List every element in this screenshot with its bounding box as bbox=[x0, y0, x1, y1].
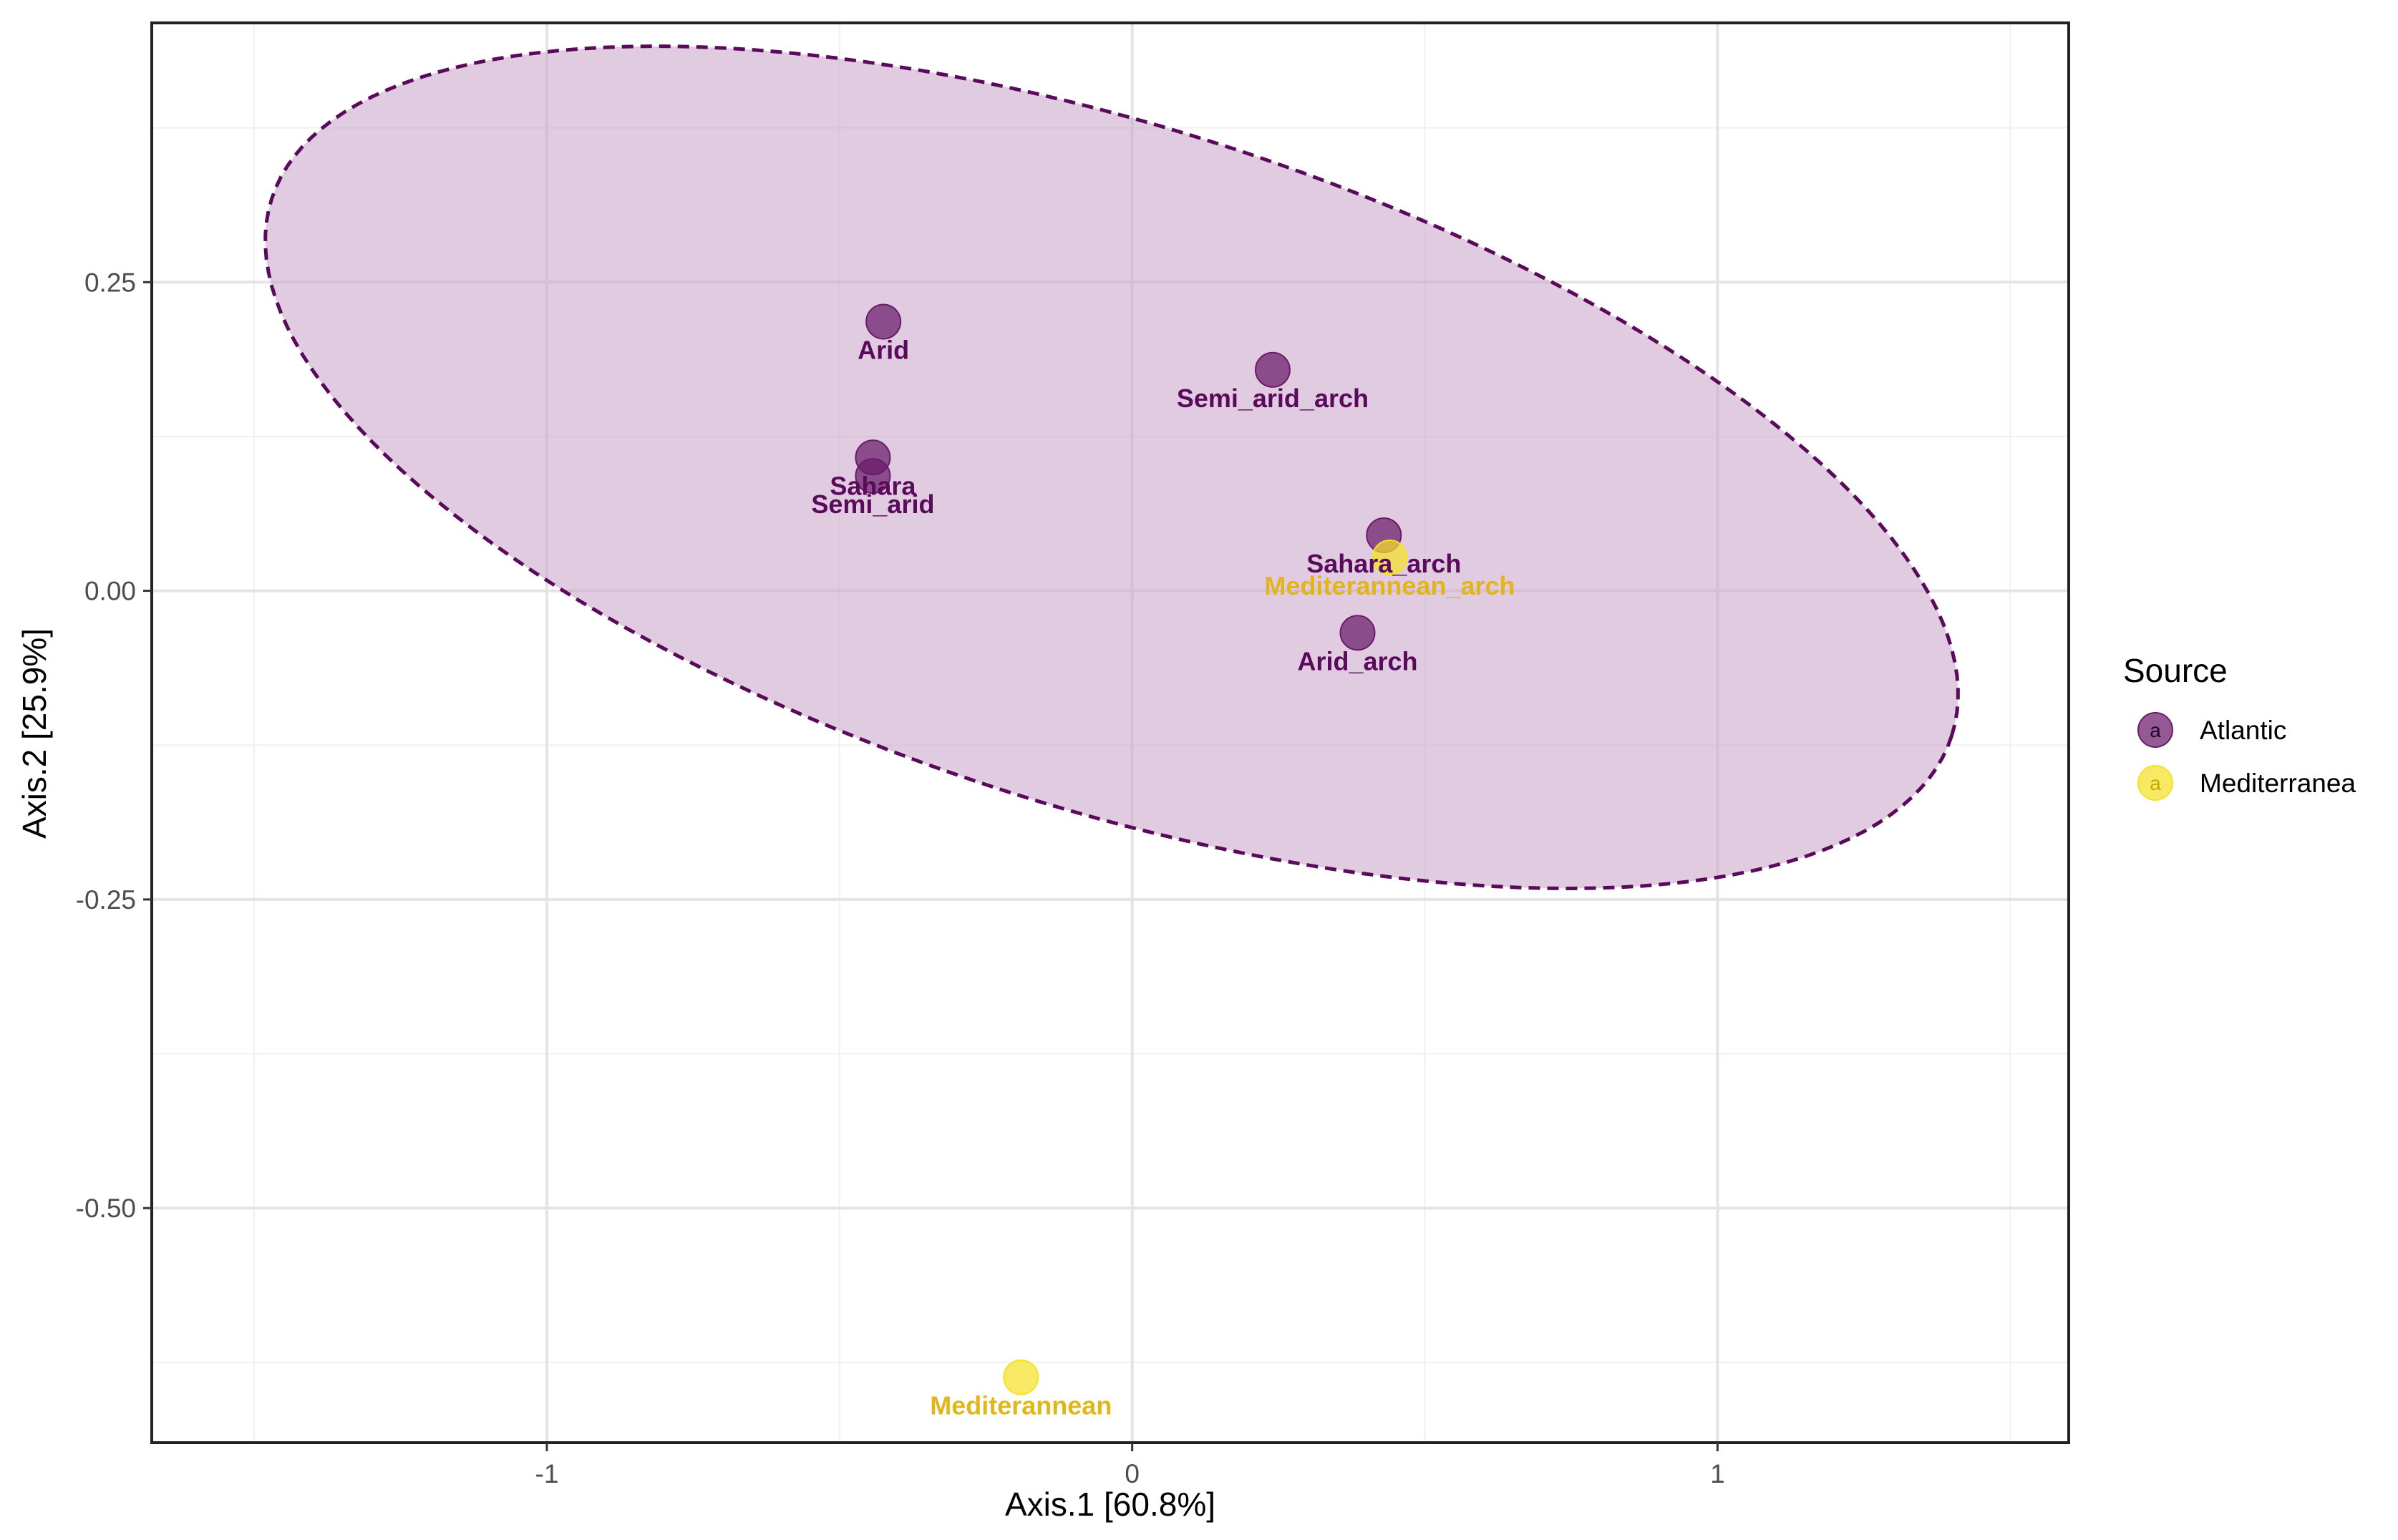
point-mediterannean-arch bbox=[1372, 540, 1408, 576]
y-tick-label: 0.00 bbox=[84, 577, 136, 606]
legend-label-mediterranea: Mediterranea bbox=[2200, 769, 2356, 798]
legend-key-mediterranea: a bbox=[2137, 765, 2173, 801]
label-arid: Arid bbox=[858, 336, 909, 365]
label-sahara-arch: Sahara_arch bbox=[1306, 549, 1461, 578]
label-semi-arid: Semi_arid bbox=[811, 489, 934, 519]
label-sahara: Sahara bbox=[830, 471, 916, 500]
point-arid bbox=[865, 303, 902, 340]
label-mediterannean: Mediterannean bbox=[930, 1391, 1112, 1420]
panel-border bbox=[150, 21, 2070, 1444]
point-arid-arch bbox=[1339, 615, 1376, 651]
legend-label-atlantic: Atlantic bbox=[2200, 716, 2286, 745]
label-mediterannean-arch: Mediterannean_arch bbox=[1264, 571, 1515, 600]
confidence-ellipse bbox=[263, 44, 1960, 891]
svg-text:a: a bbox=[2150, 772, 2161, 794]
y-tick-label: -0.50 bbox=[76, 1194, 136, 1223]
y-axis-ticks: 0.25 0.00 -0.25 -0.50 bbox=[76, 268, 152, 1223]
x-axis-title: Axis.1 [60.8%] bbox=[1005, 1486, 1215, 1523]
legend: Source a Atlantic a Mediterranea bbox=[2123, 652, 2356, 801]
point-mediterannean bbox=[1003, 1359, 1039, 1395]
x-axis-ticks: -1 0 1 bbox=[535, 1443, 1725, 1488]
label-arid-arch: Arid_arch bbox=[1297, 646, 1417, 676]
label-semi-arid-arch: Semi_arid_arch bbox=[1177, 384, 1369, 413]
x-tick-label: 1 bbox=[1710, 1459, 1725, 1488]
y-tick-label: -0.25 bbox=[76, 885, 136, 915]
legend-entries: a Atlantic a Mediterranea bbox=[2137, 712, 2356, 801]
points-layer bbox=[855, 303, 1408, 1395]
x-tick-label: -1 bbox=[535, 1459, 559, 1488]
svg-text:a: a bbox=[2150, 719, 2161, 741]
point-semi-arid bbox=[855, 458, 891, 494]
x-tick-label: 0 bbox=[1125, 1459, 1140, 1488]
y-axis-title: Axis.2 [25.9%] bbox=[16, 628, 53, 839]
y-tick-label: 0.25 bbox=[84, 268, 136, 297]
legend-title: Source bbox=[2123, 652, 2228, 689]
point-semi-arid-arch bbox=[1254, 351, 1291, 388]
legend-key-atlantic: a bbox=[2137, 712, 2173, 748]
